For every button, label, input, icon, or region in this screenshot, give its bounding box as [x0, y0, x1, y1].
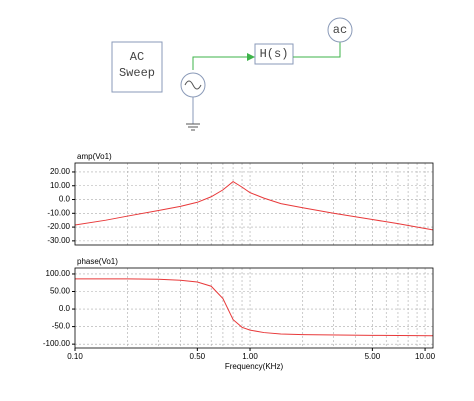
sweep-box: [111, 41, 163, 93]
y-tick-label: 10.00: [50, 181, 71, 190]
block: [254, 43, 294, 65]
sweep-label: Sweep: [119, 66, 155, 80]
series-label: amp(Vo1): [77, 152, 112, 161]
y-tick-label: 50.00: [50, 287, 71, 296]
y-tick-label: -30.00: [47, 236, 70, 245]
x-tick-label: 0.50: [190, 352, 206, 361]
arrow: [247, 53, 255, 61]
y-tick-label: 0.0: [59, 304, 71, 313]
wire: [192, 56, 255, 70]
y-tick-label: 100.00: [46, 269, 71, 278]
plot-area: [75, 163, 433, 245]
source-symbol: [184, 80, 202, 90]
y-tick-label: -50.0: [52, 322, 71, 331]
y-tick-label: -100.00: [43, 339, 71, 348]
wire: [293, 42, 341, 58]
y-tick-label: 20.00: [50, 167, 71, 176]
series-line: [75, 180, 433, 231]
y-tick-label: -10.00: [47, 208, 70, 217]
plot-frame: [74, 162, 434, 246]
series-line: [75, 278, 433, 337]
plot-frame: [74, 267, 434, 349]
x-tick-label: 0.10: [67, 352, 83, 361]
probe-label: ac: [333, 23, 347, 37]
block-label: H(s): [260, 47, 289, 61]
series-label: phase(Vo1): [77, 257, 118, 266]
sweep-label: AC: [130, 50, 144, 64]
x-tick-label: 5.00: [365, 352, 381, 361]
schematic: AC Sweep H(s) ac: [111, 17, 353, 131]
y-tick-label: 0.0: [59, 195, 71, 204]
x-tick-label: 1.00: [242, 352, 258, 361]
plot-area: [75, 268, 433, 348]
probe: [327, 17, 353, 43]
x-tick-label: 10.00: [415, 352, 436, 361]
y-tick-label: -20.00: [47, 222, 70, 231]
x-axis-label: Frequency(KHz): [225, 362, 284, 371]
